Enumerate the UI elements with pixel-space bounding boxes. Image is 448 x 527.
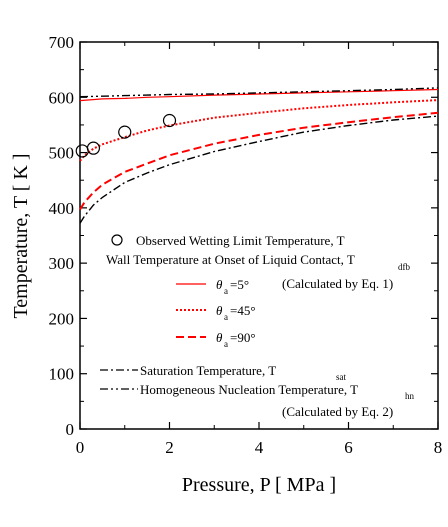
legend-observed-label: Observed Wetting Limit Temperature, T xyxy=(136,233,345,248)
legend-theta45-sub: a xyxy=(224,312,228,322)
legend-observed-marker xyxy=(111,234,123,246)
x-tick-label: 0 xyxy=(76,438,85,457)
y-tick-label: 500 xyxy=(49,144,75,163)
x-tick-label: 2 xyxy=(165,438,174,457)
legend-theta45-symbol: θ xyxy=(216,303,223,318)
y-axis-title: Temperature, T [ K ] xyxy=(10,153,32,318)
y-tick-label: 200 xyxy=(49,309,75,328)
y-tick-label: 0 xyxy=(66,420,75,439)
legend-homogeneous-subscript: hn xyxy=(405,391,415,401)
legend-homogeneous-note: (Calculated by Eq. 2) xyxy=(282,404,393,419)
observed-points-layer xyxy=(75,113,177,158)
legend-wall-subscript: dfb xyxy=(398,262,410,272)
series-line-dotted-red xyxy=(79,99,439,162)
legend-wall-note: (Calculated by Eq. 1) xyxy=(282,276,393,291)
axis-ticks: 0 2 4 6 8 0 100 200 300 400 500 600 700 xyxy=(49,33,443,457)
legend-theta5-value: =5° xyxy=(230,277,249,292)
series-line-dash-dot-dot-black xyxy=(79,87,439,98)
observed-point xyxy=(118,125,132,139)
y-tick-label: 400 xyxy=(49,199,75,218)
series-line-dash-dot-black xyxy=(79,115,439,224)
observed-point xyxy=(75,144,89,158)
legend-theta90-symbol: θ xyxy=(216,330,223,345)
series-layer xyxy=(79,87,439,224)
observed-point xyxy=(162,113,177,128)
legend-theta5-sub: a xyxy=(224,286,228,296)
series-line-dashed-red xyxy=(79,111,439,211)
legend-saturation-subscript: sat xyxy=(336,372,346,382)
y-tick-label: 300 xyxy=(49,254,75,273)
observed-point xyxy=(86,141,101,155)
x-tick-label: 4 xyxy=(255,438,264,457)
legend-theta45-value: =45° xyxy=(230,303,256,318)
y-tick-label: 100 xyxy=(49,365,75,384)
legend: Observed Wetting Limit Temperature, T Wa… xyxy=(100,233,415,419)
x-axis-title: Pressure, P [ MPa ] xyxy=(182,474,336,496)
series-line-solid-red xyxy=(79,88,439,102)
y-tick-label: 600 xyxy=(49,88,75,107)
legend-homogeneous-label: Homogeneous Nucleation Temperature, T xyxy=(140,382,358,397)
legend-theta90-sub: a xyxy=(224,339,228,349)
legend-theta90-value: =90° xyxy=(230,330,256,345)
y-tick-label: 700 xyxy=(49,33,75,52)
x-tick-label: 6 xyxy=(344,438,353,457)
x-tick-label: 8 xyxy=(434,438,443,457)
legend-wall-header: Wall Temperature at Onset of Liquid Cont… xyxy=(106,252,355,267)
legend-theta5-symbol: θ xyxy=(216,277,223,292)
legend-saturation-label: Saturation Temperature, T xyxy=(140,363,276,378)
